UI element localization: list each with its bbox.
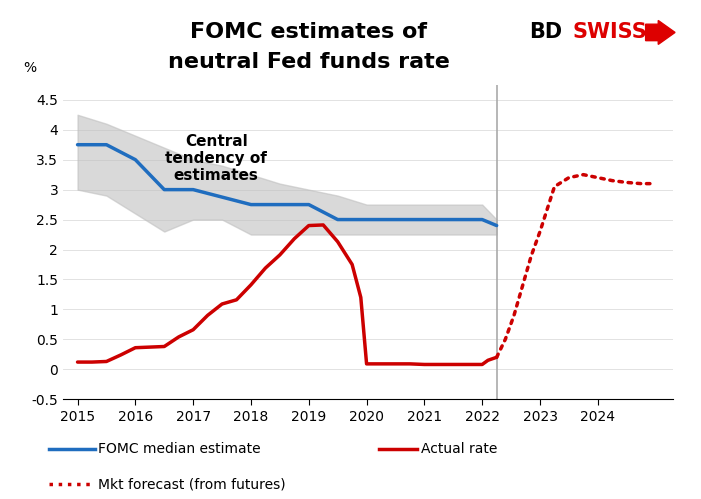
Text: Actual rate: Actual rate bbox=[421, 442, 497, 456]
Text: SWISS: SWISS bbox=[573, 22, 648, 42]
Text: Mkt forecast (from futures): Mkt forecast (from futures) bbox=[98, 477, 286, 491]
FancyArrow shape bbox=[646, 20, 675, 44]
Text: %: % bbox=[23, 61, 36, 75]
Text: neutral Fed funds rate: neutral Fed funds rate bbox=[168, 52, 449, 72]
Text: Central
tendency of
estimates: Central tendency of estimates bbox=[165, 134, 267, 183]
Text: BD: BD bbox=[529, 22, 562, 42]
Text: FOMC estimates of: FOMC estimates of bbox=[190, 22, 427, 42]
Text: FOMC median estimate: FOMC median estimate bbox=[98, 442, 261, 456]
